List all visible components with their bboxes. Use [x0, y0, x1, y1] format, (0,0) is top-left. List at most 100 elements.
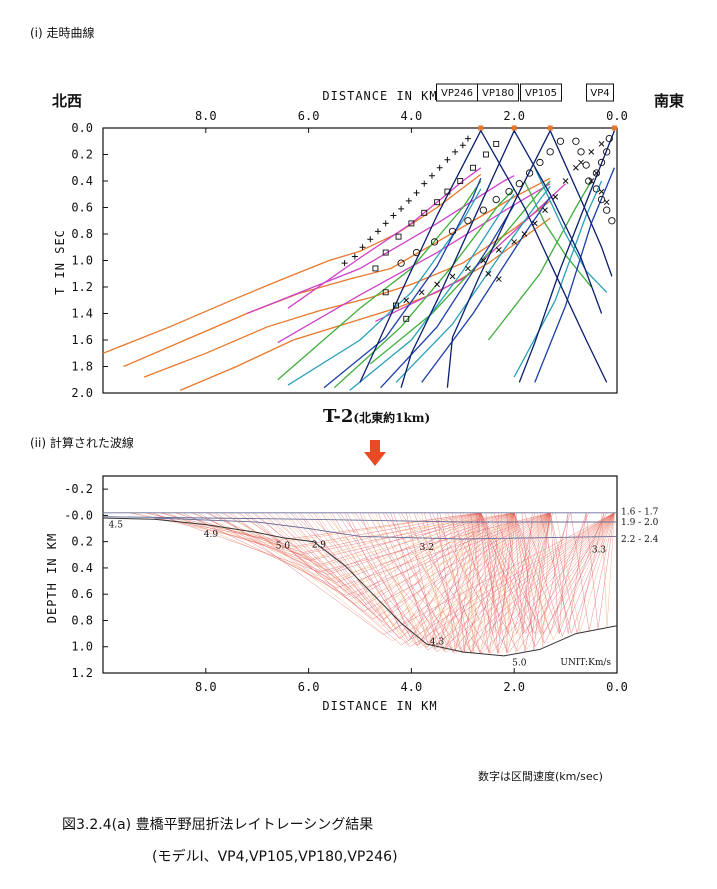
observed-x — [449, 273, 456, 280]
observed-plus — [452, 148, 459, 155]
ray-path — [282, 512, 481, 604]
ray-path — [375, 512, 481, 645]
observed-circle — [608, 217, 616, 225]
ray-path — [277, 512, 615, 649]
computed-curve-green — [487, 180, 592, 341]
observed-x — [485, 270, 492, 277]
observed-square — [393, 302, 399, 309]
computed-curve-magenta — [287, 167, 482, 309]
observed-circle — [397, 259, 405, 267]
computed-curve-blue — [323, 178, 482, 389]
shot-point-label: VP4 — [590, 88, 609, 99]
ray-path — [493, 512, 615, 644]
shot-point-label: VP105 — [525, 88, 557, 99]
y-tick-label: 1.0 — [71, 640, 93, 654]
y-tick-label: 1.2 — [71, 666, 93, 680]
y-tick-label: -0.0 — [64, 508, 93, 522]
y-tick-label: 0.4 — [71, 561, 93, 575]
observed-circle — [448, 227, 457, 236]
x-axis-title: DISTANCE IN KM — [322, 699, 437, 713]
velocity-label: 5.0 — [276, 542, 291, 552]
ray-path — [524, 512, 615, 638]
observed-circle — [577, 148, 585, 156]
ray-tracing-chart: 8.0 6.0 4.0 2.0 0.0 -0.2 -0.0 0.2 0.4 0.6 0.8 1.0 1.… — [45, 475, 659, 713]
velocity-label: 4.5 — [109, 521, 124, 531]
ray-path — [506, 512, 551, 652]
ray-path — [480, 512, 553, 635]
shot-point-label: VP180 — [482, 88, 514, 99]
ray-path — [205, 512, 481, 565]
profile-label: T-2(北東約1km) — [323, 406, 430, 427]
ray-path — [346, 512, 515, 646]
ray-path — [293, 512, 615, 651]
velocity-label: 1.6 - 1.7 — [621, 507, 659, 517]
computed-curve-teal — [513, 180, 603, 378]
x-tick-label: 8.0 — [195, 109, 217, 123]
ray-path — [382, 512, 551, 653]
x-tick-label: 2.0 — [503, 680, 525, 694]
ray-path — [354, 512, 615, 654]
ray-path — [413, 512, 551, 654]
observed-circle — [536, 158, 544, 167]
velocity-label: 4.9 — [204, 530, 219, 540]
ray-path — [146, 512, 515, 555]
ray-path — [352, 512, 551, 650]
observed-x — [573, 164, 579, 171]
observed-x — [598, 141, 605, 147]
computed-curve-orange — [123, 177, 551, 368]
ray-path — [336, 512, 551, 649]
observed-plus — [390, 212, 397, 219]
profile-name: T-2 — [323, 406, 354, 427]
observed-square — [493, 140, 500, 147]
ray-path — [398, 512, 551, 654]
ray-path — [316, 512, 515, 636]
observed-x — [531, 220, 538, 227]
observed-circle — [603, 206, 611, 214]
section-title-travel-time: (i) 走時曲線 — [30, 26, 95, 40]
boundary-layer3 — [154, 517, 618, 540]
observed-circle — [412, 248, 421, 257]
computed-curve-magenta — [375, 183, 567, 322]
ray-path — [228, 512, 551, 612]
section-title-ray-paths: (ii) 計算された波線 — [30, 436, 134, 450]
observed-circle — [464, 217, 472, 225]
ray-path — [508, 512, 615, 641]
computed-curve-orange — [179, 217, 551, 391]
y-tick-label: -0.2 — [64, 482, 93, 496]
observed-square — [403, 315, 410, 322]
ray-path — [393, 512, 515, 651]
ray-path — [444, 512, 551, 654]
ray-path — [416, 512, 615, 654]
observed-plus — [459, 142, 466, 149]
shot-point-box — [586, 83, 614, 102]
ray-path — [298, 512, 481, 612]
shot-point-marker — [478, 125, 484, 131]
observed-x — [465, 265, 471, 272]
observed-plus — [374, 228, 381, 235]
observed-circle — [556, 137, 565, 145]
x-tick-label: 0.0 — [606, 109, 628, 123]
ray-path — [308, 512, 615, 653]
observed-x — [521, 231, 528, 237]
observed-circle — [603, 148, 611, 156]
velocity-label: 5.0 — [512, 658, 527, 668]
y-tick-label: 0.2 — [71, 535, 93, 549]
observed-circle — [430, 238, 439, 246]
ray-path — [431, 512, 615, 653]
velocity-label: 3.2 — [420, 543, 434, 553]
observed-circle — [585, 177, 593, 185]
direction-left-label: 北西 — [52, 92, 83, 110]
observed-square — [372, 265, 379, 272]
observed-circle — [597, 158, 606, 167]
observed-circle — [479, 206, 488, 214]
ray-path — [246, 512, 615, 646]
observed-circle — [505, 187, 513, 196]
y-tick-label: 0.6 — [71, 201, 93, 215]
ray-path — [480, 512, 517, 634]
observed-circle — [605, 134, 613, 143]
ray-path — [239, 512, 515, 599]
ray-path — [400, 512, 615, 654]
unit-label: UNIT:Km/s — [560, 658, 611, 668]
ray-path — [570, 512, 615, 631]
velocity-label: 1.9 - 2.0 — [621, 518, 659, 528]
